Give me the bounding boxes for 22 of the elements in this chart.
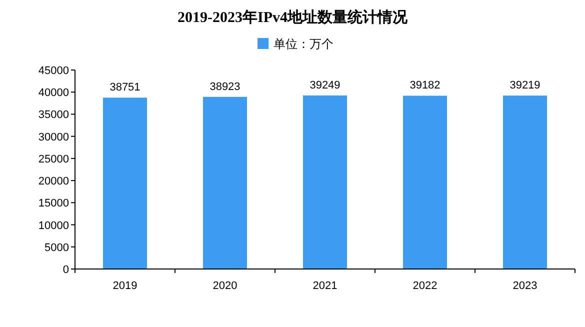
y-tick-label: 15000 xyxy=(38,198,69,210)
data-label: 38923 xyxy=(210,80,240,93)
y-tick-label: 10000 xyxy=(38,220,69,232)
chart-title: 2019-2023年IPv4地址数量统计情况 xyxy=(178,9,408,26)
y-tick-label: 30000 xyxy=(38,131,69,144)
y-tick-label: 45000 xyxy=(38,65,69,77)
data-label: 39219 xyxy=(510,80,540,92)
y-tick-label: 40000 xyxy=(38,87,69,100)
y-tick-label: 0 xyxy=(62,264,69,276)
data-label: 39182 xyxy=(410,80,440,92)
x-tick-label: 2023 xyxy=(512,280,538,292)
y-tick-label: 25000 xyxy=(38,153,69,166)
y-tick-label: 5000 xyxy=(44,242,69,254)
x-tick-label: 2022 xyxy=(412,280,438,292)
data-label: 38751 xyxy=(110,82,140,94)
legend-label: 单位：万个 xyxy=(274,37,334,51)
y-tick-label: 20000 xyxy=(38,176,69,188)
x-tick-label: 2021 xyxy=(312,280,338,292)
data-label: 39249 xyxy=(310,79,340,92)
x-tick-label: 2020 xyxy=(212,280,238,292)
x-tick-label: 2019 xyxy=(112,280,138,292)
y-tick-label: 35000 xyxy=(38,109,69,122)
